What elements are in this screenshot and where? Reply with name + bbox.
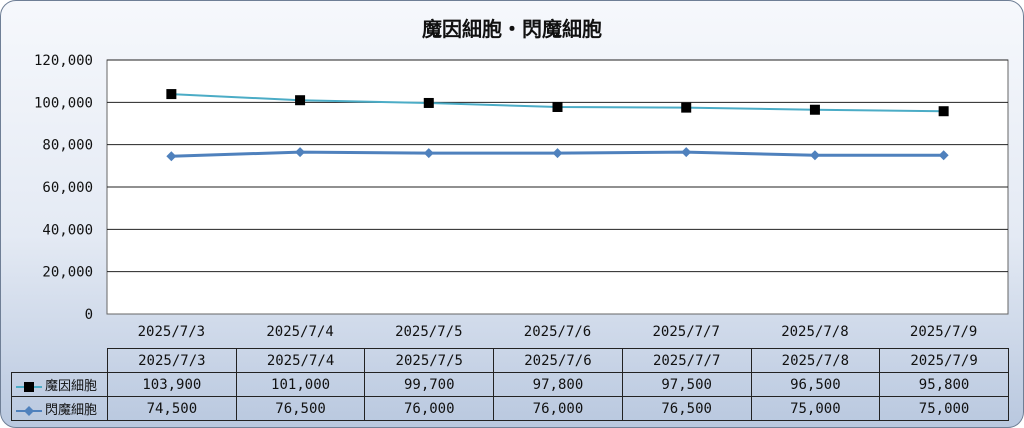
table-cell: 97,500	[621, 372, 752, 397]
data-point	[166, 151, 177, 162]
legend-diamond-marker-icon	[16, 405, 42, 416]
table-row: 閃魔細胞 74,500 76,500 76,000 76,000 76,500 75,000…	[11, 396, 1009, 421]
data-point	[552, 148, 563, 159]
x-tick-label: 2025/7/4	[266, 324, 333, 340]
table-cell: 99,700	[364, 372, 495, 397]
y-tick-label: 100,000	[34, 95, 93, 111]
table-header-cell: 2025/7/4	[235, 348, 366, 373]
data-point	[295, 95, 306, 106]
table-cell: 103,900	[107, 372, 237, 397]
table-header-cell: 2025/7/3	[107, 348, 237, 373]
table-cell: 75,000	[879, 396, 1009, 421]
table-cell: 76,000	[364, 396, 495, 421]
table-cell: 76,500	[621, 396, 752, 421]
legend-label: 閃魔細胞	[45, 403, 98, 418]
table-cell: 74,500	[107, 396, 237, 421]
data-point	[681, 147, 692, 158]
table-header-cell: 2025/7/9	[879, 348, 1009, 373]
x-tick-label: 2025/7/6	[524, 324, 591, 340]
y-tick-label: 60,000	[42, 180, 93, 196]
table-cell: 97,800	[493, 372, 623, 397]
legend-entry: 閃魔細胞	[11, 396, 108, 421]
y-tick-label: 0	[85, 307, 93, 323]
y-tick-label: 20,000	[42, 265, 93, 281]
table-header-row: 2025/7/3 2025/7/4 2025/7/5 2025/7/6 2025/7/7…	[12, 348, 1009, 373]
data-point	[809, 150, 820, 161]
data-point	[423, 148, 434, 159]
data-point	[295, 147, 306, 158]
y-tick-label: 40,000	[42, 222, 93, 238]
x-tick-label: 2025/7/3	[138, 324, 205, 340]
table-cell: 101,000	[235, 372, 366, 397]
data-point	[681, 102, 692, 113]
table-header-cell: 2025/7/6	[493, 348, 623, 373]
table-corner	[12, 349, 108, 373]
legend-label: 魔因細胞	[45, 379, 98, 394]
data-point	[166, 89, 177, 100]
data-point	[938, 106, 949, 117]
table-row: 魔因細胞 103,900 101,000 99,700 97,800 97,500 96,5…	[11, 372, 1009, 397]
table-header-cell: 2025/7/7	[621, 348, 752, 373]
data-point	[423, 97, 434, 108]
table-cell: 76,500	[235, 396, 366, 421]
x-tick-label: 2025/7/7	[652, 324, 719, 340]
legend-entry: 魔因細胞	[11, 372, 108, 397]
x-tick-label: 2025/7/5	[395, 324, 462, 340]
table-header-cell: 2025/7/8	[750, 348, 881, 373]
legend-square-marker-icon	[16, 381, 42, 392]
table-header-cell: 2025/7/5	[364, 348, 495, 373]
data-point	[938, 150, 949, 161]
y-tick-label: 80,000	[42, 138, 93, 154]
chart-title: 魔因細胞・閃魔細胞	[422, 17, 602, 41]
table-cell: 76,000	[493, 396, 623, 421]
data-point	[552, 101, 563, 112]
data-point	[809, 104, 820, 115]
y-tick-label: 120,000	[34, 53, 93, 69]
x-tick-label: 2025/7/9	[910, 324, 977, 340]
data-table: 2025/7/3 2025/7/4 2025/7/5 2025/7/6 2025/7/7…	[11, 348, 1009, 421]
table-cell: 96,500	[750, 372, 881, 397]
table-cell: 75,000	[750, 396, 881, 421]
x-tick-label: 2025/7/8	[781, 324, 848, 340]
table-cell: 95,800	[879, 372, 1009, 397]
